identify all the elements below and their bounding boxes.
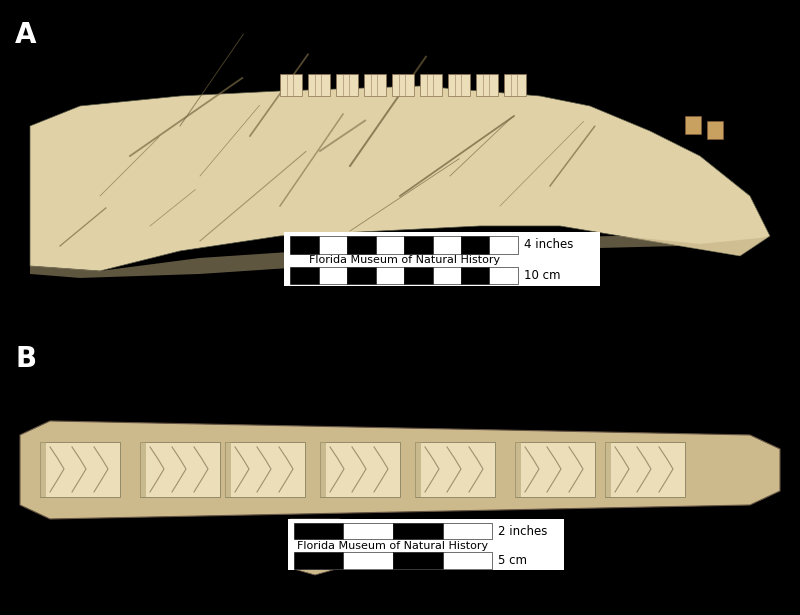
Bar [404, 236, 433, 253]
Bar [294, 552, 343, 569]
Bar [347, 236, 376, 253]
Bar [225, 442, 305, 497]
Bar [707, 121, 723, 139]
Bar [476, 74, 498, 96]
Bar [294, 523, 343, 539]
Bar [343, 552, 393, 569]
Bar [442, 523, 492, 539]
Text: B: B [15, 345, 36, 373]
Bar [280, 74, 302, 96]
Bar [336, 74, 358, 96]
Text: 2 inches: 2 inches [498, 525, 547, 538]
Polygon shape [20, 421, 780, 519]
Polygon shape [30, 236, 770, 278]
Bar [490, 267, 518, 284]
Bar [393, 523, 442, 539]
Bar [140, 442, 146, 497]
Bar [40, 442, 46, 497]
Bar [290, 236, 318, 253]
Bar [490, 236, 518, 253]
Bar [393, 552, 442, 569]
Bar [140, 442, 220, 497]
Bar [320, 442, 326, 497]
Text: Florida Museum of Natural History: Florida Museum of Natural History [309, 255, 500, 265]
Bar [461, 236, 490, 253]
Bar [404, 267, 433, 284]
Bar [605, 442, 611, 497]
Text: 5 cm: 5 cm [498, 554, 526, 567]
Bar [225, 442, 231, 497]
Bar [343, 523, 393, 539]
Text: 10 cm: 10 cm [524, 269, 561, 282]
Bar [415, 442, 421, 497]
Bar [318, 236, 347, 253]
Bar [318, 267, 347, 284]
Bar [433, 267, 461, 284]
Bar [515, 442, 521, 497]
Bar [376, 267, 404, 284]
Bar [376, 236, 404, 253]
Bar [347, 267, 376, 284]
Bar [392, 74, 414, 96]
Bar [442, 552, 492, 569]
Polygon shape [30, 86, 770, 271]
Bar [433, 236, 461, 253]
Bar [420, 74, 442, 96]
Text: 4 inches: 4 inches [524, 239, 574, 252]
Bar [40, 442, 120, 497]
Bar [290, 267, 318, 284]
Polygon shape [290, 519, 340, 575]
Bar [320, 442, 400, 497]
Bar [308, 74, 330, 96]
Bar [461, 267, 490, 284]
Bar [364, 74, 386, 96]
Bar [685, 116, 701, 134]
Bar [504, 74, 526, 96]
Bar [515, 442, 595, 497]
Text: Florida Museum of Natural History: Florida Museum of Natural History [298, 541, 489, 550]
Bar [605, 442, 685, 497]
Bar [448, 74, 470, 96]
Text: A: A [15, 21, 37, 49]
Bar [415, 442, 495, 497]
